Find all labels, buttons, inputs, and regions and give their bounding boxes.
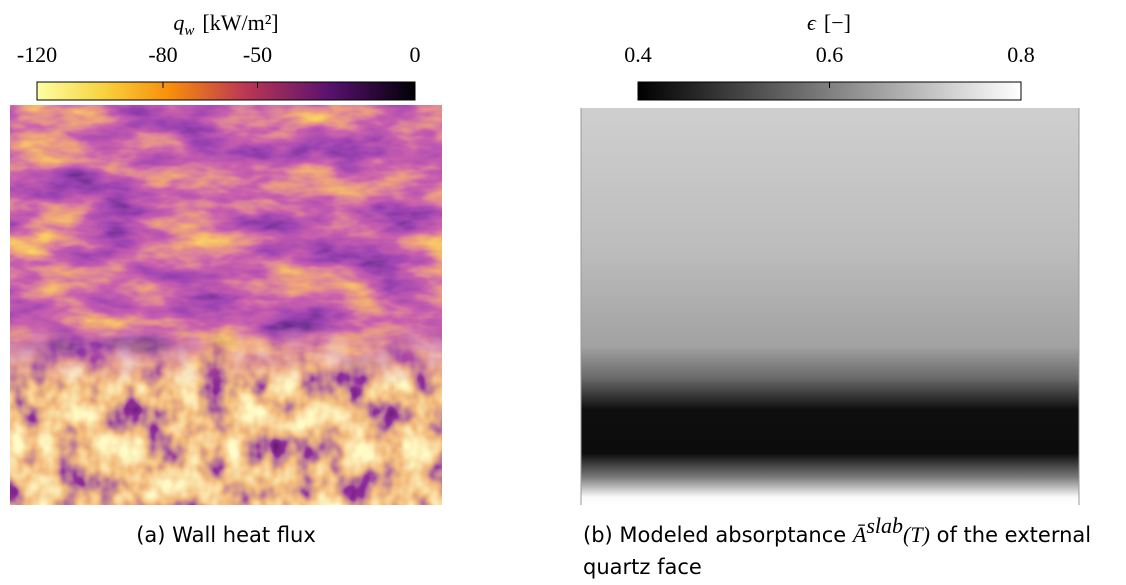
- absorptance-field: [581, 108, 1079, 505]
- unit: [−]: [824, 10, 851, 35]
- tick-label: -50: [243, 42, 272, 67]
- heat-flux-field-flame: [10, 105, 442, 505]
- caption-label: (a): [136, 523, 165, 547]
- colorbar: [36, 81, 416, 101]
- tick-label: -120: [17, 42, 57, 67]
- caption-superscript: slab: [866, 513, 903, 538]
- colorbar-label: ϵ [−]: [807, 10, 851, 35]
- caption-text: Modeled absorptance: [619, 523, 846, 547]
- caption-argument: (T): [903, 522, 930, 547]
- tick-label: -80: [148, 42, 177, 67]
- colorbar-label: qw [kW/m²]: [173, 10, 278, 39]
- caption-label: (b): [583, 523, 613, 547]
- caption: (a) Wall heat flux: [136, 523, 316, 547]
- caption: quartz face: [583, 555, 702, 579]
- caption-text: Wall heat flux: [172, 523, 316, 547]
- tick-label: 0: [410, 42, 421, 67]
- subscript: w: [184, 23, 194, 39]
- caption: (b) Modeled absorptance Āslab(T) of the …: [583, 513, 1091, 547]
- symbol: ϵ: [807, 10, 817, 35]
- caption-math: Ā: [851, 522, 867, 547]
- symbol: q: [173, 10, 184, 35]
- tick-label: 0.4: [624, 42, 652, 67]
- unit: [kW/m²]: [202, 10, 278, 35]
- caption-rest: of the external: [937, 523, 1091, 547]
- tick-label: 0.8: [1007, 42, 1035, 67]
- tick-label: 0.6: [816, 42, 844, 67]
